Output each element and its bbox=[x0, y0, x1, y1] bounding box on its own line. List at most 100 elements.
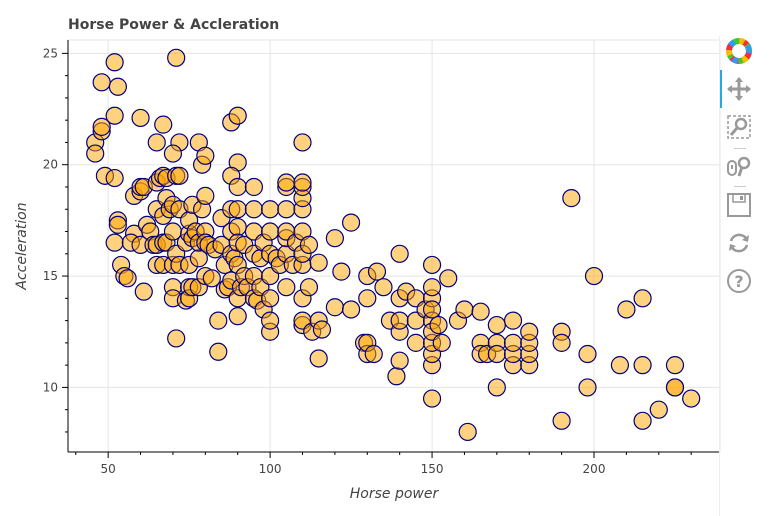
data-point bbox=[228, 177, 247, 197]
x-tick-label: 50 bbox=[101, 462, 116, 476]
x-tick-label: 200 bbox=[583, 462, 606, 476]
data-point bbox=[471, 302, 490, 321]
data-point bbox=[487, 378, 506, 397]
data-point bbox=[309, 253, 328, 272]
data-point bbox=[390, 311, 409, 330]
active-tool-indicator bbox=[720, 70, 722, 108]
data-point bbox=[422, 389, 442, 408]
data-point bbox=[196, 146, 215, 165]
data-point bbox=[261, 200, 280, 219]
data-point bbox=[228, 307, 247, 326]
data-point bbox=[196, 186, 215, 205]
data-point bbox=[552, 333, 571, 352]
data-point bbox=[170, 166, 189, 185]
data-point bbox=[108, 215, 127, 234]
data-point bbox=[422, 300, 442, 319]
data-point bbox=[154, 115, 173, 134]
data-point bbox=[131, 108, 150, 128]
data-point bbox=[299, 278, 319, 297]
data-point bbox=[374, 278, 393, 297]
y-tick-label: 25 bbox=[43, 46, 58, 60]
data-point bbox=[649, 400, 668, 419]
data-point bbox=[312, 320, 332, 339]
data-point bbox=[209, 342, 228, 361]
wheel-zoom-icon[interactable] bbox=[726, 154, 752, 180]
data-point bbox=[633, 411, 652, 430]
data-point bbox=[439, 269, 458, 288]
data-point bbox=[487, 315, 506, 335]
data-point bbox=[105, 106, 124, 125]
data-point bbox=[277, 200, 296, 219]
data-point bbox=[325, 298, 344, 317]
data-point bbox=[578, 344, 597, 364]
data-point bbox=[108, 77, 127, 96]
data-point bbox=[341, 213, 361, 232]
data-point bbox=[665, 356, 685, 375]
data-point bbox=[277, 173, 296, 192]
data-point bbox=[390, 351, 409, 370]
data-point bbox=[610, 356, 630, 375]
data-point bbox=[134, 282, 153, 301]
data-point bbox=[325, 229, 344, 248]
data-point bbox=[261, 222, 280, 241]
data-point bbox=[92, 73, 111, 92]
svg-text:?: ? bbox=[734, 272, 743, 291]
data-point bbox=[293, 173, 312, 192]
data-point bbox=[617, 300, 636, 319]
data-point bbox=[520, 322, 539, 341]
data-point bbox=[244, 200, 264, 219]
scatter-points bbox=[86, 48, 701, 442]
data-point bbox=[429, 315, 448, 335]
data-point bbox=[682, 389, 701, 408]
bokeh-logo-icon[interactable] bbox=[726, 38, 752, 64]
data-point bbox=[261, 289, 280, 308]
data-point bbox=[167, 329, 186, 348]
data-point bbox=[293, 133, 312, 152]
data-point bbox=[358, 289, 377, 308]
data-point bbox=[147, 133, 166, 152]
save-icon[interactable] bbox=[726, 192, 752, 218]
data-point bbox=[118, 269, 137, 288]
data-point bbox=[309, 349, 328, 368]
data-point bbox=[299, 235, 319, 254]
data-point bbox=[552, 411, 571, 430]
x-axis-label: Horse power bbox=[350, 486, 440, 502]
y-axis-label: Acceleration bbox=[14, 202, 30, 290]
data-point bbox=[261, 311, 280, 330]
data-point bbox=[422, 255, 442, 275]
pan-icon[interactable] bbox=[726, 76, 752, 102]
data-point bbox=[665, 378, 685, 397]
data-point bbox=[432, 333, 451, 352]
data-point bbox=[86, 144, 105, 163]
data-point bbox=[341, 300, 361, 319]
data-point bbox=[228, 217, 247, 237]
data-point bbox=[455, 300, 474, 319]
data-point bbox=[367, 262, 387, 281]
data-point bbox=[406, 333, 425, 352]
data-point bbox=[578, 378, 597, 397]
data-point bbox=[202, 269, 221, 288]
data-point bbox=[458, 422, 477, 442]
data-point bbox=[503, 311, 523, 330]
data-point bbox=[584, 266, 604, 286]
data-point bbox=[332, 262, 351, 281]
y-tick-label: 15 bbox=[43, 269, 58, 283]
help-icon[interactable]: ? bbox=[726, 268, 752, 294]
data-point bbox=[244, 177, 264, 197]
data-point bbox=[364, 344, 383, 364]
data-point bbox=[387, 367, 406, 386]
grid bbox=[67, 39, 721, 453]
box-zoom-icon[interactable] bbox=[726, 114, 752, 140]
data-point bbox=[422, 278, 442, 297]
y-tick-label: 20 bbox=[43, 158, 58, 172]
data-point bbox=[167, 48, 186, 67]
reset-icon[interactable] bbox=[726, 230, 752, 256]
axes: 50 100 150 200 10 15 20 25 bbox=[43, 40, 720, 476]
data-point bbox=[277, 278, 296, 297]
data-point bbox=[503, 333, 523, 352]
data-point bbox=[209, 311, 228, 330]
data-point bbox=[228, 200, 247, 219]
y-tick-label: 10 bbox=[43, 380, 58, 394]
data-point bbox=[163, 144, 183, 163]
